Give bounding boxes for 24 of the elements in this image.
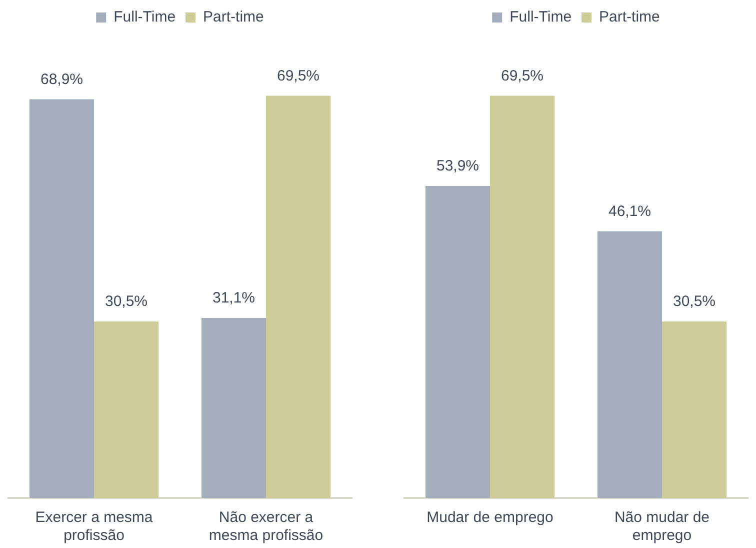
legend-label: Part-time	[599, 8, 660, 26]
data-label: 69,5%	[276, 67, 320, 84]
bar	[266, 96, 330, 498]
bar	[426, 186, 490, 498]
data-label: 68,9%	[40, 70, 84, 88]
data-label: 69,5%	[500, 67, 544, 84]
bar	[598, 231, 662, 498]
data-label: 53,9%	[436, 158, 480, 175]
bar	[94, 321, 158, 498]
legend-label: Full-Time	[510, 8, 572, 26]
bar	[202, 318, 266, 498]
x-tick-label: Mudar de emprego	[426, 509, 554, 526]
x-tick-label: Não exercer a mesma profissão	[208, 509, 324, 544]
bar	[662, 321, 726, 498]
bar	[490, 96, 554, 498]
data-label: 46,1%	[608, 202, 652, 220]
legend-label: Full-Time	[114, 8, 176, 26]
data-label: 30,5%	[104, 293, 148, 310]
bar	[30, 99, 94, 498]
data-label: 31,1%	[212, 290, 256, 307]
legend-label: Part-time	[203, 8, 264, 26]
x-tick-label: Não mudar de emprego	[614, 509, 710, 544]
data-label: 30,5%	[672, 293, 716, 310]
x-tick-label: Exercer a mesma profissão	[35, 509, 154, 544]
